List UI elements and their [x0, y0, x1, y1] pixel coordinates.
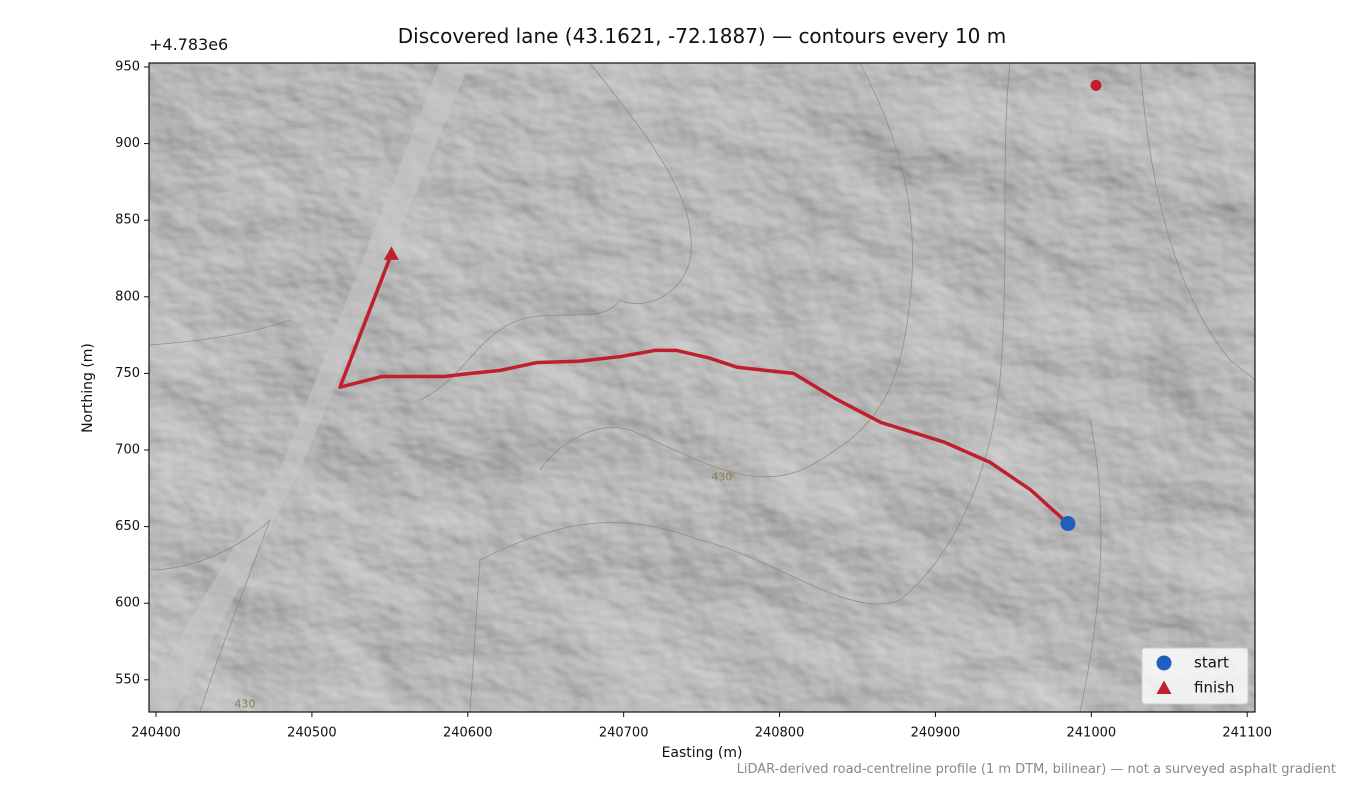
y-tick-label: 600: [115, 596, 140, 611]
y-tick-label: 650: [115, 519, 140, 534]
x-tick-label: 240500: [287, 726, 337, 741]
x-tick-label: 241100: [1222, 726, 1272, 741]
route-line: [338, 253, 1070, 525]
y-tick-label: 800: [115, 289, 140, 304]
x-tick-label: 240700: [599, 726, 649, 741]
y-tick-label: 750: [115, 366, 140, 381]
circle-marker: [1090, 79, 1102, 91]
x-axis-label: Easting (m): [662, 745, 743, 761]
y-tick-label: 850: [115, 213, 140, 228]
legend: start finish: [1141, 647, 1249, 705]
y-offset-label: +4.783e6: [149, 35, 228, 54]
plot-frame: [148, 62, 1256, 713]
circle-marker: [1060, 516, 1076, 532]
x-tick-label: 240800: [755, 726, 805, 741]
triangle-marker: [383, 246, 399, 260]
y-tick-label: 900: [115, 136, 140, 151]
x-tick-label: 240600: [443, 726, 493, 741]
footnote: LiDAR-derived road-centreline profile (1…: [737, 762, 1336, 777]
hillshade: [149, 63, 1255, 712]
legend-marker: [1156, 680, 1172, 694]
x-tick-label: 240900: [911, 726, 961, 741]
y-tick-label: 700: [115, 443, 140, 458]
chart-title: Discovered lane (43.1621, -72.1887) — co…: [398, 24, 1007, 48]
y-axis-label: Northing (m): [80, 343, 96, 433]
legend-label: start: [1194, 654, 1229, 672]
y-tick-label: 950: [115, 59, 140, 74]
legend-label: finish: [1194, 679, 1234, 697]
y-tick-label: 550: [115, 672, 140, 687]
x-tick-label: 241000: [1067, 726, 1117, 741]
contour-label: 430: [711, 471, 732, 484]
legend-marker: [1156, 655, 1172, 671]
contour-label: 430: [234, 697, 255, 710]
x-tick-label: 240400: [131, 726, 181, 741]
